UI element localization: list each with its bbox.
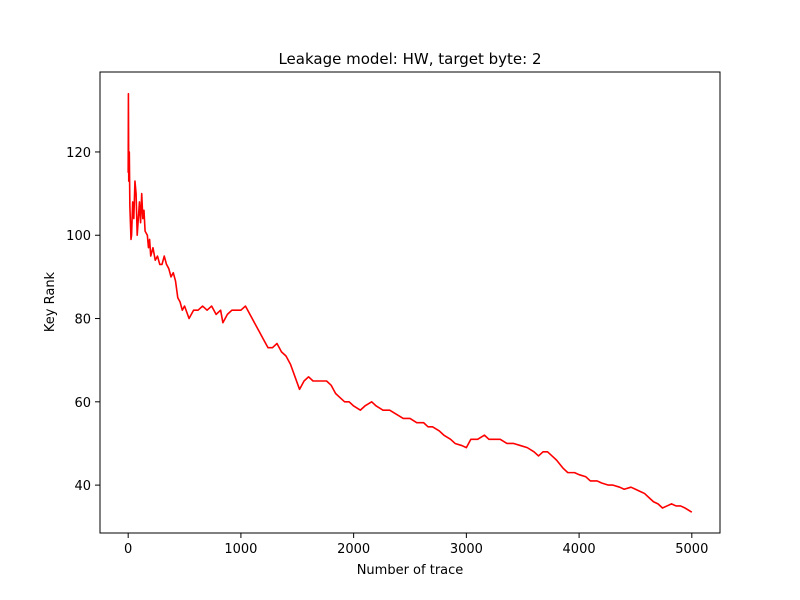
x-tick-label: 4000 xyxy=(563,542,596,557)
x-tick-label: 0 xyxy=(124,542,132,557)
y-tick-label: 60 xyxy=(74,396,91,411)
y-tick-label: 80 xyxy=(74,313,91,328)
x-tick-label: 5000 xyxy=(675,542,708,557)
plot-frame xyxy=(99,71,721,534)
y-tick-label: 100 xyxy=(66,229,91,244)
line xyxy=(127,92,693,513)
y-axis-label: Key Rank xyxy=(43,271,58,332)
x-tick-label: 2000 xyxy=(337,542,370,557)
y-tick-label: 120 xyxy=(66,146,91,161)
x-tick-label: 3000 xyxy=(450,542,483,557)
chart-title: Leakage model: HW, target byte: 2 xyxy=(278,50,541,68)
y-tick-label: 40 xyxy=(74,479,91,494)
x-axis-label: Number of trace xyxy=(357,563,464,578)
x-tick-label: 1000 xyxy=(224,542,257,557)
